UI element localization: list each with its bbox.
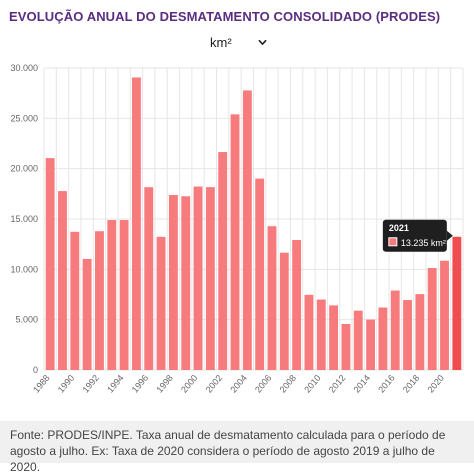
- x-tick-label: 2014: [352, 373, 373, 395]
- bar-2004[interactable]: [242, 90, 252, 371]
- bar-2017[interactable]: [403, 300, 412, 370]
- chevron-down-icon: [258, 39, 267, 45]
- bar-1993[interactable]: [107, 220, 117, 370]
- y-tick-label: 20.000: [10, 164, 38, 174]
- bar-2008[interactable]: [292, 240, 302, 370]
- bar-2018[interactable]: [415, 294, 425, 370]
- tooltip-value: 13.235 km²: [401, 238, 446, 248]
- bar-1996[interactable]: [144, 187, 154, 370]
- y-tick-label: 25.000: [10, 113, 38, 123]
- x-tick-label: 1988: [31, 373, 52, 395]
- bar-2009[interactable]: [304, 294, 314, 370]
- bar-2011[interactable]: [329, 305, 339, 370]
- tooltip-swatch: [388, 237, 398, 247]
- x-tick-label: 2000: [179, 373, 200, 395]
- tooltip-box: [382, 219, 447, 252]
- y-tick-label: 10.000: [10, 264, 38, 274]
- y-tick-label: 0: [33, 365, 38, 375]
- chart-title: EVOLUÇÃO ANUAL DO DESMATAMENTO CONSOLIDA…: [9, 9, 441, 24]
- x-tick-label: 2018: [401, 373, 422, 395]
- tooltip-title: 2021: [389, 223, 409, 233]
- y-tick-label: 5.000: [15, 315, 38, 325]
- bar-2015[interactable]: [378, 307, 388, 370]
- x-tick-label: 2006: [253, 373, 274, 395]
- source-note: Fonte: PRODES/INPE. Taxa anual de desmat…: [0, 421, 474, 474]
- x-tick-label: 2010: [302, 373, 323, 395]
- bar-2014[interactable]: [366, 319, 376, 370]
- bar-2019[interactable]: [427, 268, 437, 370]
- bar-2002[interactable]: [218, 152, 228, 370]
- bar-2021[interactable]: [452, 236, 462, 370]
- x-tick-label: 2016: [376, 373, 397, 395]
- bar-2016[interactable]: [390, 290, 400, 370]
- x-tick-label: 1992: [80, 373, 101, 395]
- bar-1994[interactable]: [119, 220, 129, 370]
- bar-1998[interactable]: [168, 195, 178, 370]
- bar-2006[interactable]: [267, 226, 277, 370]
- x-tick-label: 1998: [154, 373, 175, 395]
- bar-2007[interactable]: [279, 252, 289, 370]
- bar-2003[interactable]: [230, 114, 240, 371]
- bar-1989[interactable]: [58, 191, 67, 370]
- bar-2020[interactable]: [440, 260, 449, 370]
- bar-1991[interactable]: [82, 258, 92, 370]
- bar-chart: 0 5.000 10.000 15.000 20.000 25.000 30.000 198…: [10, 63, 464, 395]
- unit-selector-value: km²: [210, 34, 232, 50]
- tooltip-pointer: [446, 230, 453, 241]
- x-tick-label: 2020: [426, 373, 447, 395]
- bar-1997[interactable]: [156, 236, 166, 370]
- y-tick-label: 30.000: [10, 63, 38, 73]
- x-tick-label: 2008: [278, 373, 299, 395]
- x-tick-label: 2012: [327, 373, 348, 395]
- bar-2001[interactable]: [205, 187, 215, 370]
- x-tick-label: 1994: [105, 373, 126, 395]
- bar-2012[interactable]: [341, 323, 351, 370]
- bar-2010[interactable]: [316, 299, 326, 370]
- unit-selector[interactable]: km²: [210, 33, 267, 51]
- bar-1990[interactable]: [70, 231, 80, 370]
- bar-2013[interactable]: [353, 310, 363, 370]
- tooltip: 2021 13.235 km²: [382, 219, 453, 252]
- bar-1992[interactable]: [95, 231, 104, 370]
- bar-1999[interactable]: [181, 196, 191, 370]
- x-tick-label: 1996: [130, 373, 151, 395]
- x-tick-label: 2002: [204, 373, 225, 395]
- bar-1988[interactable]: [45, 158, 55, 370]
- bar-2005[interactable]: [255, 178, 265, 370]
- y-tick-label: 15.000: [10, 214, 38, 224]
- x-tick-label: 2004: [228, 373, 249, 395]
- bar-1995[interactable]: [131, 77, 141, 371]
- x-tick-label: 1990: [56, 373, 77, 395]
- bar-2000[interactable]: [193, 186, 203, 370]
